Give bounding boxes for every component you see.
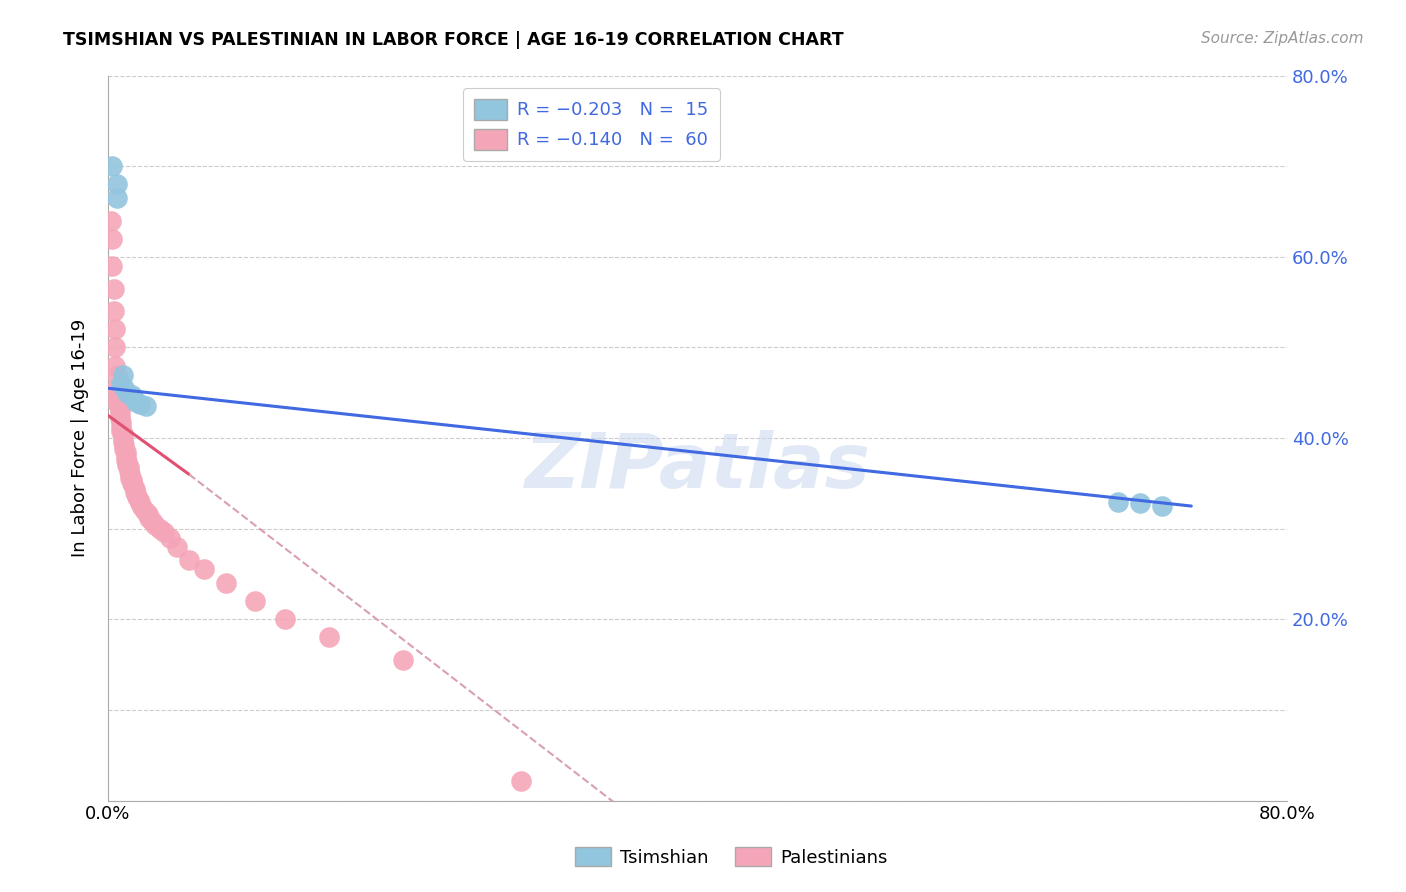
Point: [110, 420, 132, 434]
Point: [143, 518, 166, 533]
Point: [103, 304, 125, 318]
Point: [101, 159, 124, 173]
Point: [111, 431, 134, 445]
Point: [159, 531, 181, 545]
Point: [114, 449, 136, 463]
Point: [129, 396, 152, 410]
Point: [138, 511, 160, 525]
Legend: Tsimshian, Palestinians: Tsimshian, Palestinians: [567, 840, 896, 874]
Point: [177, 553, 200, 567]
Point: [105, 191, 128, 205]
Point: [104, 359, 127, 373]
Point: [110, 376, 132, 391]
Point: [131, 500, 153, 514]
Point: [104, 340, 127, 354]
Point: [135, 400, 157, 414]
Point: [107, 392, 129, 407]
Text: ZIPatlas: ZIPatlas: [524, 430, 870, 504]
Point: [103, 281, 125, 295]
Point: [117, 464, 139, 478]
Point: [153, 525, 176, 540]
Point: [215, 576, 238, 591]
Legend: R = −0.203   N =  15, R = −0.140   N =  60: R = −0.203 N = 15, R = −0.140 N = 60: [464, 88, 720, 161]
Text: Source: ZipAtlas.com: Source: ZipAtlas.com: [1201, 31, 1364, 46]
Point: [509, 773, 531, 788]
Point: [128, 492, 150, 507]
Point: [141, 515, 163, 529]
Point: [127, 490, 149, 504]
Text: TSIMSHIAN VS PALESTINIAN IN LABOR FORCE | AGE 16-19 CORRELATION CHART: TSIMSHIAN VS PALESTINIAN IN LABOR FORCE …: [63, 31, 844, 49]
Point: [114, 444, 136, 458]
Point: [120, 467, 142, 482]
Point: [100, 213, 122, 227]
Point: [111, 368, 134, 382]
Point: [122, 390, 145, 404]
Point: [122, 478, 145, 492]
Point: [104, 322, 127, 336]
Point: [112, 442, 135, 456]
Point: [111, 426, 134, 441]
Point: [111, 434, 134, 449]
Point: [114, 452, 136, 467]
Point: [115, 458, 138, 473]
Point: [120, 471, 142, 485]
Point: [391, 653, 413, 667]
Point: [101, 259, 124, 273]
Point: [108, 402, 131, 417]
Point: [101, 232, 124, 246]
Point: [318, 631, 340, 645]
Point: [105, 178, 128, 192]
Point: [108, 411, 131, 425]
Point: [112, 381, 135, 395]
Point: [193, 562, 215, 576]
Point: [105, 381, 128, 395]
Point: [105, 368, 128, 382]
Point: [134, 503, 156, 517]
Point: [112, 438, 135, 452]
Point: [115, 455, 138, 469]
Point: [125, 394, 148, 409]
Point: [166, 540, 188, 554]
Point: [108, 406, 131, 420]
Point: [274, 612, 297, 626]
Point: [124, 485, 146, 500]
Point: [148, 522, 170, 536]
Point: [1129, 496, 1152, 510]
Point: [107, 396, 129, 410]
Point: [121, 473, 143, 487]
Point: [1107, 494, 1129, 508]
Point: [129, 496, 152, 510]
Point: [115, 385, 138, 400]
Point: [124, 482, 146, 496]
Point: [121, 387, 143, 401]
Point: [110, 415, 132, 429]
Point: [136, 507, 159, 521]
Point: [245, 594, 267, 608]
Point: [117, 460, 139, 475]
Point: [121, 476, 143, 491]
Point: [125, 487, 148, 501]
Point: [1150, 499, 1173, 513]
Point: [110, 424, 132, 438]
Point: [107, 387, 129, 401]
Y-axis label: In Labor Force | Age 16-19: In Labor Force | Age 16-19: [72, 319, 89, 558]
